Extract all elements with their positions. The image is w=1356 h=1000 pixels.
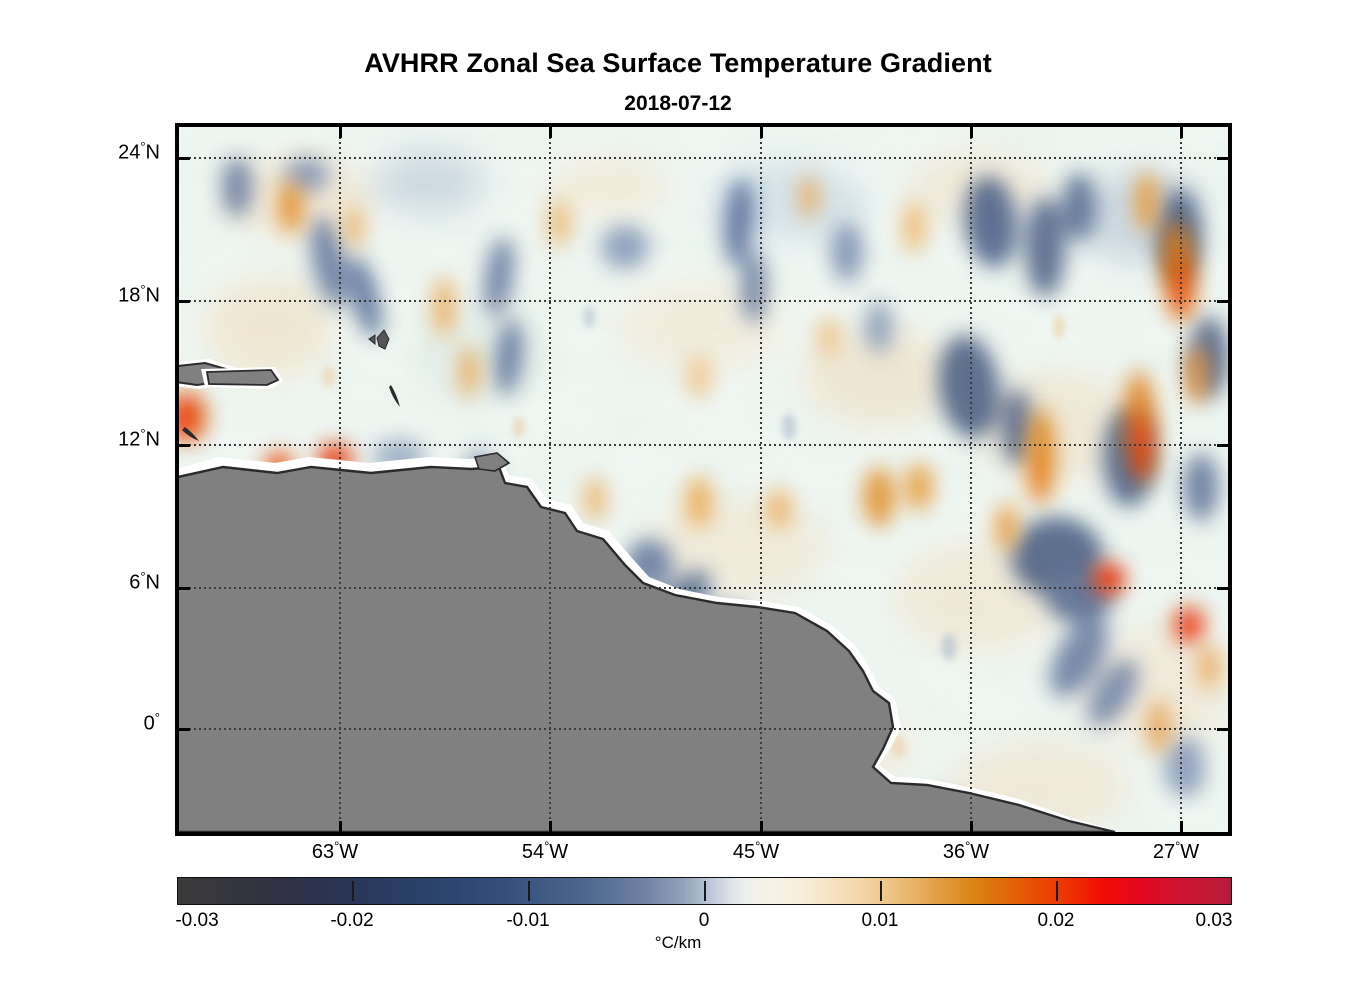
colorbar[interactable] [177, 877, 1232, 905]
tick-top-45w [760, 127, 763, 138]
tick-left-0 [179, 728, 190, 731]
colorbar-label-0: 0 [698, 910, 710, 931]
tick-right-6n [1217, 587, 1228, 590]
colorbar-tick-0 [704, 881, 706, 901]
island-martinique [389, 385, 400, 407]
tick-left-12n [179, 444, 190, 447]
tick-top-54w [549, 127, 552, 138]
map-raster-clip [179, 127, 1228, 832]
tick-top-27w [1180, 127, 1183, 138]
colorbar-unit-label: °C/km [654, 933, 702, 952]
colorbar-tick-0.02 [1056, 881, 1058, 901]
tick-top-63w [339, 127, 342, 138]
map-plot-area[interactable] [175, 123, 1232, 836]
tick-bottom-36w [970, 821, 973, 832]
xaxis-label-54w: 54°W [521, 838, 569, 863]
yaxis-label-18n: 18°N [118, 281, 160, 307]
tick-bottom-63w [339, 821, 342, 832]
colorbar-label-0.02: 0.02 [1037, 910, 1075, 931]
yaxis-label-6n: 6°N [129, 568, 160, 594]
tick-right-12n [1217, 444, 1228, 447]
tick-right-18n [1217, 300, 1228, 303]
yaxis-label-24n: 24°N [118, 138, 160, 164]
tick-left-6n [179, 587, 190, 590]
colorbar-tick-0.01 [880, 881, 882, 901]
colorbar-label-0.01: 0.01 [861, 910, 899, 931]
island-trinidad [473, 452, 511, 472]
landmass-puerto-rico [205, 369, 280, 386]
tick-bottom-27w [1180, 821, 1183, 832]
colorbar-tick--0.02 [352, 881, 354, 901]
colorbar-label--0.03: -0.03 [175, 910, 219, 931]
landmass-south-america [179, 465, 1116, 832]
xaxis-label-27w: 27°W [1152, 838, 1200, 863]
xaxis-label-63w: 63°W [311, 838, 359, 863]
xaxis-label-36w: 36°W [942, 838, 990, 863]
tick-left-24n [179, 157, 190, 160]
tick-top-36w [970, 127, 973, 138]
tick-left-18n [179, 300, 190, 303]
yaxis-label-0: 0° [143, 709, 160, 735]
colorbar-tick--0.01 [528, 881, 530, 901]
island-aruba-curacao [182, 427, 199, 441]
tick-bottom-54w [549, 821, 552, 832]
island-guadeloupe [376, 329, 390, 350]
figure-date-subtitle: 2018-07-12 [624, 92, 732, 115]
colorbar-label--0.01: -0.01 [506, 910, 550, 931]
island-antigua [368, 334, 376, 346]
sst-gradient-raster [179, 127, 1228, 832]
colorbar-label-0.03: 0.03 [1195, 910, 1233, 931]
yaxis-label-12n: 12°N [118, 425, 160, 451]
page-title: AVHRR Zonal Sea Surface Temperature Grad… [364, 48, 992, 78]
xaxis-label-45w: 45°W [732, 838, 780, 863]
colorbar-label--0.02: -0.02 [330, 910, 374, 931]
tick-right-24n [1217, 157, 1228, 160]
tick-right-0 [1217, 728, 1228, 731]
tick-bottom-45w [760, 821, 763, 832]
